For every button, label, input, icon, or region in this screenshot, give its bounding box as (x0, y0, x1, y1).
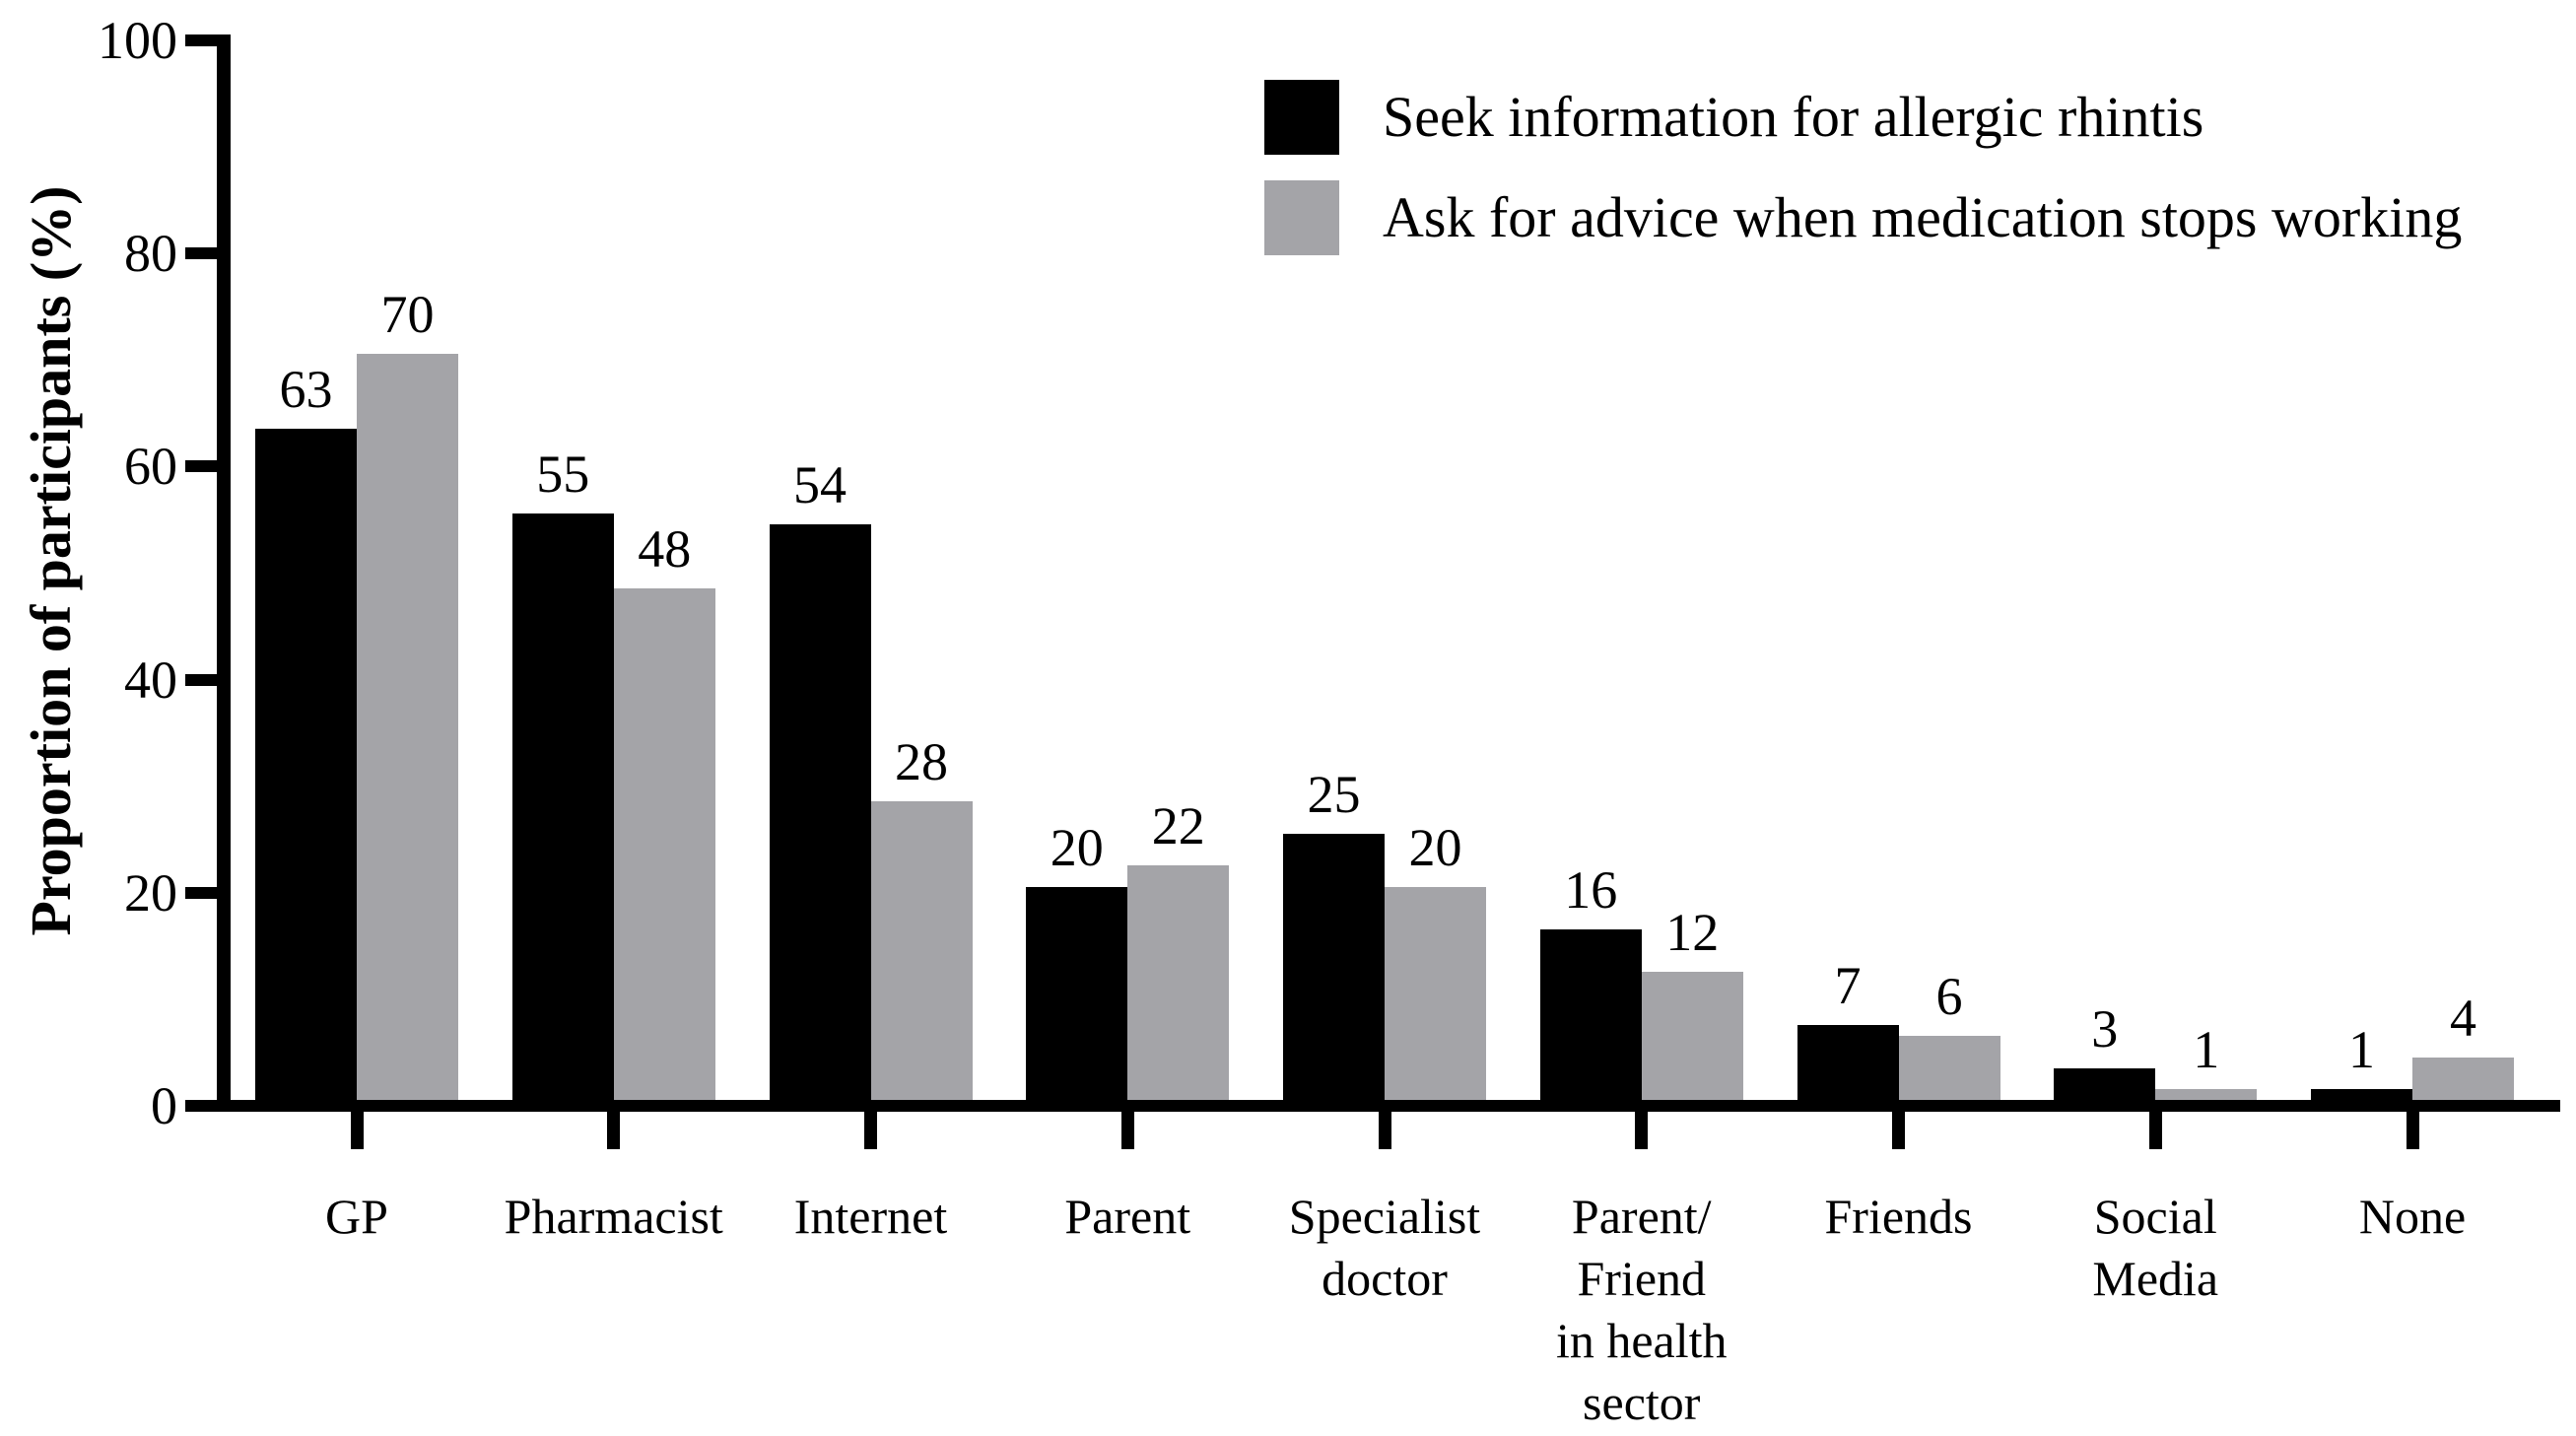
bar-value-label: 63 (279, 360, 333, 419)
bar-black (2054, 1068, 2156, 1100)
y-tick-mark (185, 460, 217, 473)
bar-gray (1385, 887, 1486, 1100)
x-axis-label-line: Internet (793, 1189, 948, 1244)
x-tick-mark (607, 1106, 621, 1149)
bar-black (1796, 1025, 1899, 1100)
x-axis-label: None (2255, 1186, 2570, 1248)
bar-gray (613, 588, 715, 1100)
y-tick-label: 20 (124, 862, 177, 923)
x-tick-mark (350, 1106, 364, 1149)
y-tick-mark (185, 673, 217, 686)
y-axis-spine (217, 34, 231, 1112)
y-tick-label: 100 (98, 11, 177, 70)
legend-label-series-1: Seek information for allergic rhintis (1383, 85, 2204, 149)
bar-value-label: 55 (536, 444, 590, 504)
bar-black (1026, 887, 1128, 1100)
legend-swatch-black (1264, 80, 1339, 155)
x-axis-label-line: in health (1555, 1313, 1728, 1368)
x-axis-label: Social Media (1998, 1186, 2313, 1310)
x-axis-label-line: doctor (1322, 1251, 1448, 1306)
bar-black (1539, 929, 1642, 1100)
x-axis-label-line: Parent/ (1571, 1189, 1712, 1244)
bar-value-label: 4 (2450, 989, 2476, 1048)
bar-gray (1641, 972, 1743, 1100)
y-tick-label: 80 (124, 224, 177, 284)
x-tick-mark (1120, 1106, 1134, 1149)
bar-value-label: 54 (793, 455, 847, 514)
bar-gray (357, 354, 458, 1100)
x-axis-label-line: Pharmacist (504, 1189, 723, 1244)
x-axis-label: GP (199, 1186, 514, 1248)
x-tick-mark (1892, 1106, 1905, 1149)
x-axis-label-line: None (2358, 1189, 2467, 1244)
x-axis-label: Pharmacist (456, 1186, 772, 1248)
x-tick-mark (864, 1106, 877, 1149)
bar-gray (2412, 1058, 2514, 1100)
legend-swatch-gray (1264, 180, 1339, 255)
x-tick-mark (1378, 1106, 1391, 1149)
y-tick-label: 0 (151, 1076, 177, 1135)
x-axis-label: Friends (1741, 1186, 2057, 1248)
bar-value-label: 28 (895, 732, 948, 791)
bar-gray (1127, 865, 1230, 1100)
legend-row-series-1: Seek information for allergic rhintis (1264, 79, 2462, 156)
x-axis-label-line: Parent (1064, 1189, 1191, 1244)
y-tick-mark (185, 247, 217, 260)
y-tick-mark (185, 34, 217, 46)
x-axis-label-line: Social (2093, 1189, 2217, 1244)
bar-gray (1898, 1036, 2000, 1100)
bar-value-label: 22 (1151, 796, 1205, 855)
legend-label-series-2: Ask for advice when medication stops wor… (1383, 185, 2463, 249)
y-tick-mark (185, 1100, 217, 1112)
x-axis-label-line: Media (2092, 1251, 2219, 1306)
x-axis-label-line: sector (1583, 1375, 1701, 1430)
bar-value-label: 20 (1408, 818, 1462, 877)
x-tick-mark (1635, 1106, 1649, 1149)
bar-gray (2155, 1089, 2258, 1100)
x-tick-mark (2406, 1106, 2419, 1149)
bar-value-label: 1 (2348, 1020, 2375, 1079)
bar-black (511, 513, 614, 1100)
bar-value-label: 48 (638, 519, 692, 579)
bar-value-label: 16 (1564, 860, 1618, 920)
y-tick-mark (185, 886, 217, 899)
legend-row-series-2: Ask for advice when medication stops wor… (1264, 179, 2462, 256)
x-axis-label-line: GP (325, 1189, 388, 1244)
x-axis-label-line: Friend (1577, 1251, 1707, 1306)
bar-black (769, 524, 871, 1100)
x-axis-label: Parent/Friend in health sector (1484, 1186, 1799, 1434)
bar-value-label: 70 (380, 285, 435, 344)
bar-value-label: 1 (2193, 1020, 2220, 1079)
bar-value-label: 20 (1050, 818, 1104, 877)
x-axis-label-line: Specialist (1288, 1189, 1481, 1244)
bar-value-label: 25 (1307, 765, 1361, 824)
bar-value-label: 12 (1665, 903, 1720, 962)
x-axis-label: Internet (713, 1186, 1029, 1248)
x-axis-label: Parent (970, 1186, 1285, 1248)
bar-black (255, 429, 357, 1100)
bar-black (2311, 1089, 2412, 1100)
y-tick-label: 60 (124, 437, 177, 497)
legend: Seek information for allergic rhintis As… (1264, 79, 2462, 280)
x-axis-label-line: Friends (1824, 1189, 1973, 1244)
y-tick-label: 40 (124, 650, 177, 710)
bar-value-label: 7 (1834, 956, 1862, 1015)
x-tick-mark (2148, 1106, 2162, 1149)
bar-value-label: 6 (1935, 967, 1963, 1026)
bar-gray (870, 801, 973, 1100)
bar-black (1283, 834, 1385, 1100)
x-axis-label: Specialist doctor (1227, 1186, 1542, 1310)
bar-value-label: 3 (2091, 999, 2119, 1059)
